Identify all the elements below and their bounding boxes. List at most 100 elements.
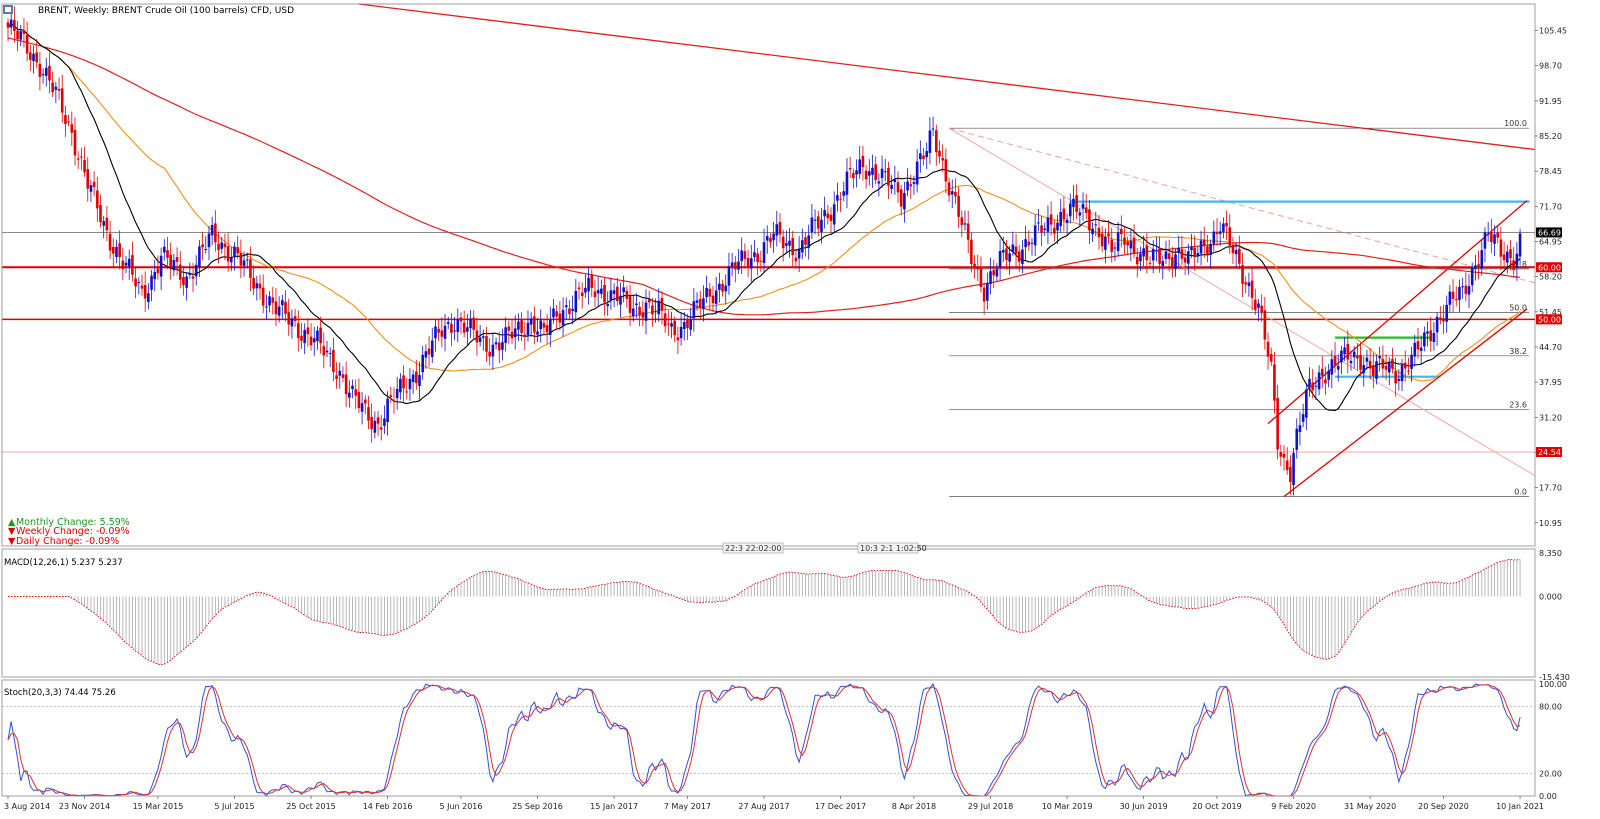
time-axis-tick: 20 Oct 2019 [1192, 802, 1241, 811]
price-axis-tick: 71.70 [1539, 202, 1562, 211]
svg-text:24.54: 24.54 [1538, 448, 1561, 457]
candle [883, 158, 887, 182]
dashed-trendline[interactable] [948, 127, 1536, 284]
candle [1298, 411, 1302, 446]
candle [982, 282, 986, 315]
candle [619, 282, 622, 318]
macd-axis-tick: 0.000 [1539, 593, 1562, 602]
price-axis-tick: 37.95 [1539, 378, 1562, 387]
candle [1253, 288, 1257, 315]
candle [1075, 184, 1078, 220]
candle [35, 39, 39, 69]
candle [351, 379, 354, 399]
candle [1257, 299, 1260, 322]
candle [287, 298, 291, 336]
candle [887, 161, 890, 200]
candle [545, 313, 549, 344]
candle [1116, 222, 1120, 257]
candle [316, 325, 319, 350]
candle [973, 254, 976, 279]
stoch-axis-tick: 80.00 [1539, 702, 1562, 711]
candle [111, 238, 115, 268]
candle [226, 232, 230, 272]
candle [1225, 210, 1228, 240]
candle [574, 278, 578, 321]
falling-trendline[interactable] [948, 127, 1536, 477]
candle [737, 249, 740, 274]
candle [131, 241, 134, 282]
candle [434, 319, 437, 352]
candle [233, 241, 236, 271]
candle [1187, 243, 1190, 275]
macd-signal-line [8, 558, 1521, 666]
candle [1135, 248, 1139, 278]
candle [1400, 358, 1404, 392]
svg-text:60.00: 60.00 [1538, 263, 1561, 272]
price-axis-tick: 64.95 [1539, 237, 1562, 246]
candle [526, 310, 530, 342]
candle [108, 220, 112, 259]
long-trendline[interactable] [358, 3, 1536, 151]
macd-pane[interactable] [8, 558, 1521, 666]
candle [1161, 256, 1165, 280]
time-axis-tick: 29 Jul 2018 [968, 802, 1013, 811]
channel-lower-line[interactable] [1283, 308, 1528, 498]
candle [1378, 346, 1381, 372]
candle [871, 154, 874, 188]
candle [788, 227, 791, 258]
timer-label-b: 10:3 2:1 1:02:50 [860, 544, 927, 553]
time-axis-tick: 8 Apr 2018 [892, 802, 936, 811]
candle [1202, 226, 1206, 258]
candle [143, 271, 147, 312]
candle [386, 391, 389, 436]
candle [485, 326, 488, 362]
candle [1496, 225, 1500, 244]
candle [1059, 198, 1062, 233]
candle [137, 277, 141, 295]
candle [903, 181, 906, 223]
candle [182, 265, 185, 296]
candle [497, 331, 501, 364]
candle [976, 254, 980, 282]
candle [300, 323, 303, 349]
candle [150, 269, 153, 302]
candle [794, 249, 798, 269]
candle [83, 146, 86, 177]
candle [89, 179, 93, 203]
candle [258, 274, 262, 300]
candle [223, 233, 227, 261]
candle [475, 317, 479, 356]
candle [1276, 384, 1279, 460]
candle [1174, 248, 1177, 277]
candle [421, 345, 424, 380]
candle [1158, 236, 1161, 273]
candle [1113, 242, 1117, 262]
candle [76, 151, 80, 170]
price-tag: 50.00 [1536, 314, 1562, 325]
candle [778, 213, 782, 243]
fib-level-label: 50.0 [1509, 303, 1527, 312]
candle [1215, 218, 1219, 246]
candle [734, 255, 737, 283]
candle [536, 317, 539, 342]
price-pane[interactable]: 100.061.850.038.223.60.0 [2, 3, 1536, 498]
candle [1454, 286, 1458, 307]
candle [456, 308, 460, 343]
candle [1340, 345, 1343, 375]
candle [504, 317, 507, 352]
macd-label: MACD(12,26,1) 5.237 5.237 [4, 558, 123, 568]
candle [1356, 343, 1359, 371]
timer-labels: 22:3 22:02:00 10:3 2:1 1:02:50 [722, 542, 927, 554]
candle [947, 177, 951, 203]
candle [281, 294, 284, 319]
candle [829, 207, 833, 235]
candle [446, 316, 450, 330]
candle [584, 274, 587, 298]
candle [389, 386, 393, 404]
candle [1218, 221, 1222, 246]
candle [1269, 347, 1273, 366]
candle [816, 210, 820, 237]
candle [303, 323, 306, 355]
